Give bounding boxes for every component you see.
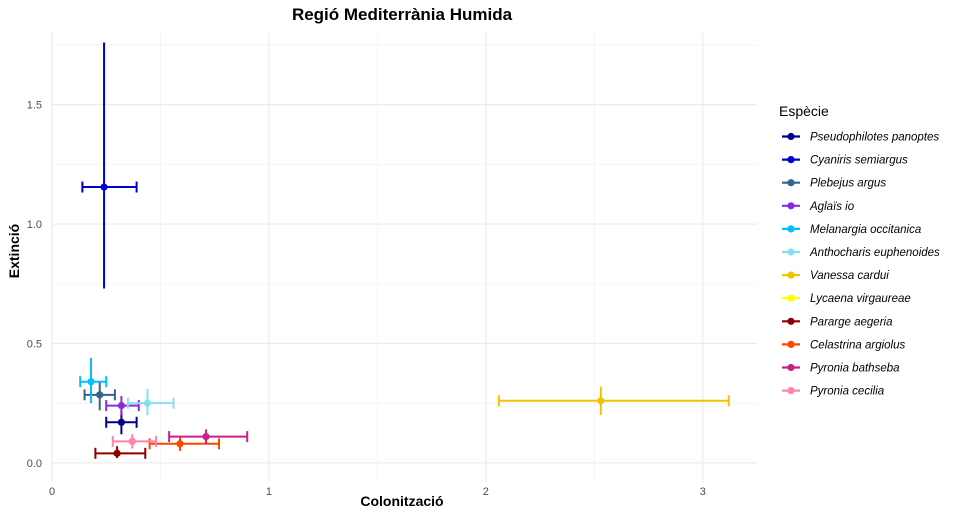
legend-item: Melanargia occitanica xyxy=(782,224,921,236)
legend-key-point xyxy=(787,179,795,187)
series-mark xyxy=(94,446,147,459)
series-mark xyxy=(111,434,158,449)
legend-key-point xyxy=(787,156,795,164)
legend-label: Cyaniris semiargus xyxy=(810,155,908,167)
series-mark xyxy=(81,42,138,289)
legend-key-point xyxy=(787,248,795,256)
data-point xyxy=(96,391,104,399)
legend-item: Cyaniris semiargus xyxy=(782,155,908,167)
y-tick-label: 1.0 xyxy=(27,219,42,231)
legend-item: Anthocharis euphenoides xyxy=(782,247,940,259)
data-point xyxy=(117,401,126,410)
legend-key-point xyxy=(787,271,795,279)
series-mark xyxy=(105,396,140,416)
chart-title: Regió Mediterrània Humida xyxy=(292,5,513,24)
legend-label: Pararge aegeria xyxy=(810,316,892,328)
data-point xyxy=(117,418,126,426)
legend-label: Plebejus argus xyxy=(810,178,886,190)
legend-label: Aglaïs io xyxy=(809,201,855,213)
y-tick-label: 1.5 xyxy=(27,100,42,112)
x-tick-label: 3 xyxy=(700,486,706,498)
legend-label: Pseudophilotes panoptes xyxy=(810,132,939,144)
legend-item: Vanessa cardui xyxy=(782,270,889,282)
data-point xyxy=(87,378,95,386)
data-point xyxy=(176,440,184,448)
y-tick-label: 0.0 xyxy=(27,458,42,470)
legend-item: Pyronia cecilia xyxy=(782,386,884,398)
y-axis-title: Extinció xyxy=(6,224,22,278)
legend-label: Lycaena virgaureae xyxy=(810,293,911,305)
data-point xyxy=(143,399,152,407)
legend-key-point xyxy=(787,202,795,210)
legend-key-point xyxy=(787,340,795,348)
series-mark xyxy=(79,357,108,404)
data-marks xyxy=(79,42,730,459)
legend-key-point xyxy=(787,387,795,395)
legend-key-point xyxy=(787,132,795,141)
legend-title: Espècie xyxy=(779,103,829,119)
data-point xyxy=(113,449,121,457)
legend-item: Pyronia bathseba xyxy=(782,363,900,375)
data-point xyxy=(100,183,108,191)
legend-key-point xyxy=(787,363,795,372)
series-mark xyxy=(83,381,116,411)
series-mark xyxy=(497,386,730,416)
legend-label: Melanargia occitanica xyxy=(810,224,921,236)
legend-item: Plebejus argus xyxy=(782,178,886,190)
data-point xyxy=(597,397,605,405)
x-tick-label: 2 xyxy=(483,486,489,498)
x-axis-title: Colonització xyxy=(360,493,443,509)
legend-item: Aglaïs io xyxy=(782,201,855,213)
legend-label: Celastrina argiolus xyxy=(810,339,905,351)
series-mark xyxy=(126,388,175,416)
x-tick-label: 0 xyxy=(49,486,55,498)
legend-item: Pararge aegeria xyxy=(782,316,892,328)
legend-label: Pyronia cecilia xyxy=(810,386,884,398)
x-axis-ticks: 0 1 2 3 xyxy=(49,486,706,498)
legend-item: Celastrina argiolus xyxy=(782,339,905,351)
legend-label: Vanessa cardui xyxy=(810,270,889,282)
y-tick-label: 0.5 xyxy=(27,338,42,350)
data-point xyxy=(128,437,136,445)
grid xyxy=(51,33,757,482)
legend-item: Pseudophilotes panoptes xyxy=(782,132,939,144)
legend-key-point xyxy=(787,294,795,302)
legend-label: Pyronia bathseba xyxy=(810,363,900,375)
legend: Espècie Pseudophilotes panoptes Cyaniris … xyxy=(779,103,940,398)
legend-key-point xyxy=(787,225,795,233)
series-mark xyxy=(168,429,249,444)
y-axis-ticks: 0.0 0.5 1.0 1.5 xyxy=(27,100,42,470)
data-point xyxy=(202,433,210,441)
legend-key-point xyxy=(787,317,795,325)
legend-label: Anthocharis euphenoides xyxy=(809,247,940,259)
x-tick-label: 1 xyxy=(266,486,272,498)
series-mark xyxy=(148,436,221,451)
legend-item: Lycaena virgaureae xyxy=(782,293,911,305)
